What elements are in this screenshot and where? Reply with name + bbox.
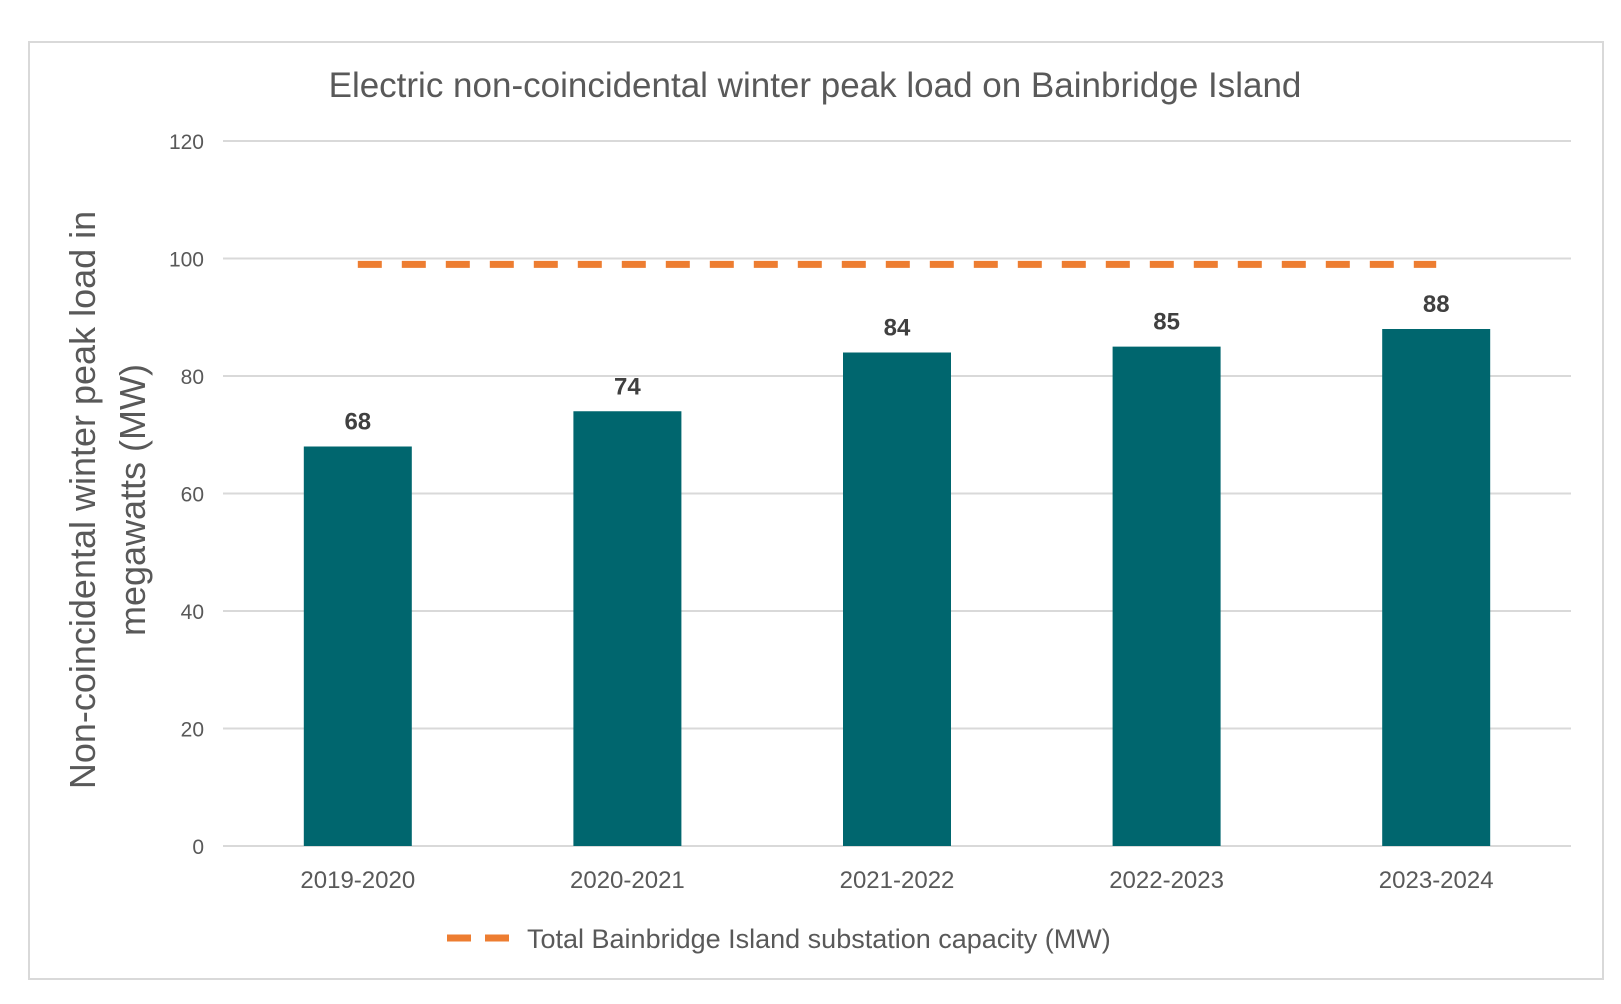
bar-2023-2024 (1382, 329, 1491, 846)
data-label: 74 (614, 373, 641, 400)
chart-title: Electric non-coincidental winter peak lo… (329, 66, 1302, 105)
data-label: 84 (884, 315, 911, 342)
x-tick-label: 2020-2021 (570, 867, 685, 894)
y-tick-label: 40 (181, 601, 204, 624)
y-tick-label: 80 (181, 366, 204, 389)
data-label: 88 (1423, 291, 1450, 318)
y-tick-label: 0 (192, 836, 204, 859)
legend-label: Total Bainbridge Island substation capac… (527, 924, 1111, 954)
bar-2021-2022 (843, 352, 951, 846)
y-tick-label: 20 (181, 719, 204, 742)
bar-2022-2023 (1112, 346, 1221, 846)
data-label: 85 (1153, 309, 1180, 336)
bar-2019-2020 (303, 446, 412, 846)
x-tick-label: 2021-2022 (840, 867, 955, 894)
bar-2020-2021 (573, 411, 682, 846)
data-label: 68 (344, 409, 371, 436)
y-tick-label: 60 (181, 484, 204, 507)
y-tick-label: 100 (169, 249, 204, 272)
x-tick-label: 2019-2020 (300, 867, 415, 894)
x-tick-label: 2023-2024 (1379, 867, 1494, 894)
legend: Total Bainbridge Island substation capac… (447, 924, 1111, 954)
y-axis-title-line-2: megawatts (MW) (112, 364, 153, 636)
x-tick-label: 2022-2023 (1109, 867, 1224, 894)
y-tick-label: 120 (169, 131, 204, 154)
y-axis-title-line-1: Non-coincidental winter peak load in (62, 211, 103, 789)
chart-border (28, 41, 1604, 980)
